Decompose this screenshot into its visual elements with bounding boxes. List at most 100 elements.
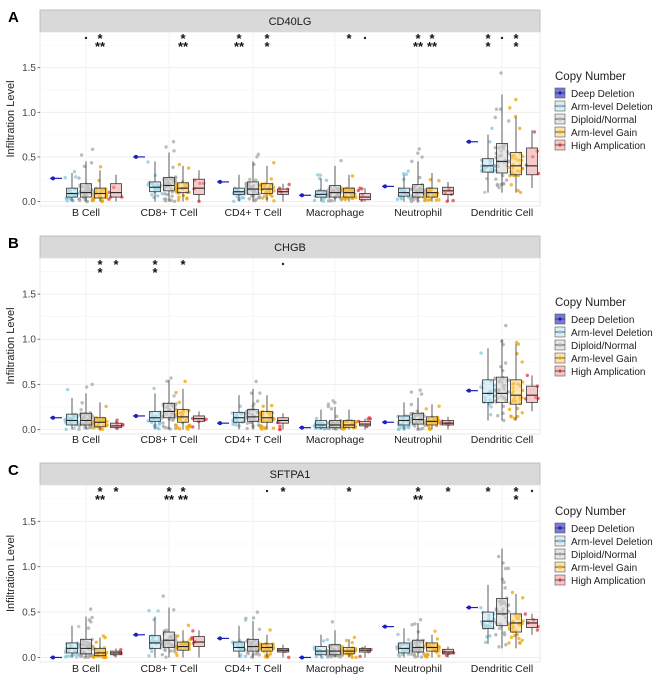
data-point	[413, 622, 417, 626]
data-point	[328, 198, 333, 203]
data-point	[147, 608, 151, 613]
box-arm-level-deletion-dendritic-cell	[479, 584, 496, 645]
data-point	[383, 624, 387, 629]
data-point	[416, 151, 420, 155]
data-point	[88, 607, 93, 611]
data-point	[218, 421, 222, 426]
data-point	[493, 377, 497, 381]
data-point	[171, 165, 175, 169]
data-point	[409, 197, 413, 202]
data-point	[74, 655, 79, 659]
data-point	[424, 407, 428, 411]
box-high-amplication-macrophage	[356, 416, 372, 430]
box-diploid-normal-cd8-t-cell	[160, 376, 178, 431]
data-point	[506, 566, 511, 571]
data-point	[395, 197, 400, 201]
significance-line: **	[427, 39, 438, 54]
data-point	[177, 400, 182, 404]
data-point	[255, 610, 260, 614]
data-point	[513, 114, 518, 119]
box-deep-deletion-b-cell	[50, 655, 62, 660]
box-arm-level-deletion-b-cell	[63, 387, 80, 432]
significance-text: * *	[513, 484, 519, 507]
data-point	[218, 636, 222, 641]
legend-key-diploid-normal: Diploid/Normal	[554, 339, 637, 352]
data-point	[73, 175, 78, 179]
box-diploid-normal-b-cell	[77, 382, 95, 431]
box-iqr	[261, 411, 273, 423]
legend-label: Arm-level Gain	[571, 563, 637, 574]
significance-mark: ·	[530, 489, 534, 493]
data-point	[170, 418, 175, 422]
significance-dot	[363, 36, 367, 40]
significance-mark: * **	[95, 484, 106, 507]
box-iqr	[66, 413, 78, 426]
data-point	[407, 195, 411, 200]
box-deep-deletion-cd8-t-cell	[133, 632, 145, 637]
data-point	[77, 197, 81, 201]
data-point	[271, 426, 276, 430]
data-point	[72, 169, 77, 174]
x-tick-label: Macrophage	[306, 207, 365, 219]
data-point	[79, 408, 83, 412]
box-iqr	[329, 644, 341, 656]
box-arm-level-deletion-dendritic-cell	[479, 126, 497, 194]
box-high-amplication-cd4-t-cell	[276, 413, 289, 432]
data-point	[396, 632, 400, 637]
data-point	[499, 365, 503, 369]
data-point	[266, 653, 271, 658]
data-point	[520, 360, 524, 364]
y-tick-label: 0.5	[22, 152, 36, 163]
data-point	[501, 368, 505, 373]
data-point	[254, 379, 258, 384]
box-arm-level-deletion-macrophage	[312, 634, 330, 660]
significance-line: *	[513, 492, 519, 507]
data-point	[532, 130, 537, 134]
data-point	[146, 160, 150, 164]
legend-label: Arm-level Deletion	[571, 537, 653, 548]
data-point	[508, 106, 512, 110]
data-point	[243, 654, 248, 658]
data-point	[185, 197, 189, 201]
legend-key-high-amplication: High Amplication	[554, 139, 645, 152]
data-point	[427, 427, 432, 431]
box-high-amplication-neutrophil	[439, 416, 454, 430]
data-point	[409, 652, 413, 656]
legend-label: High Amplication	[571, 576, 645, 587]
significance-dot	[84, 36, 88, 40]
data-point	[63, 417, 67, 422]
significance-text: * *	[152, 257, 158, 280]
legend-key-arm-level-deletion: Arm-level Deletion	[554, 326, 653, 339]
data-point	[181, 193, 186, 198]
legend-title: Copy Number	[555, 506, 626, 518]
significance-text: * **	[413, 31, 424, 54]
data-point	[248, 177, 252, 182]
x-tick-label: Macrophage	[306, 434, 365, 446]
significance-line: **	[178, 492, 189, 507]
plot-area	[39, 484, 541, 663]
y-tick-label: 1.0	[22, 108, 36, 119]
panel-cd40lg: A CD40LG 0.0 0.5 1.0 1.5 Infiltration Level B C…	[5, 9, 653, 219]
data-point	[174, 651, 178, 655]
legend-point	[558, 565, 562, 569]
data-point	[85, 199, 90, 204]
plot-area	[39, 31, 541, 207]
x-tick-label: CD4+ T Cell	[224, 434, 281, 446]
significance-mark: * *	[264, 31, 270, 54]
box-iqr	[110, 183, 122, 198]
significance-text: * **	[178, 484, 189, 507]
data-point	[251, 616, 256, 620]
data-point	[107, 197, 111, 201]
box-diploid-normal-b-cell	[77, 147, 95, 204]
data-point	[312, 198, 317, 203]
box-iqr	[496, 598, 508, 627]
data-point	[331, 399, 335, 403]
data-point	[268, 628, 272, 632]
data-point	[244, 616, 248, 620]
box-deep-deletion-dendritic-cell	[466, 605, 478, 610]
data-point	[398, 654, 402, 659]
data-point	[254, 178, 258, 182]
data-point	[409, 390, 414, 394]
data-point	[507, 407, 512, 412]
strip-title: SFTPA1	[270, 469, 311, 481]
